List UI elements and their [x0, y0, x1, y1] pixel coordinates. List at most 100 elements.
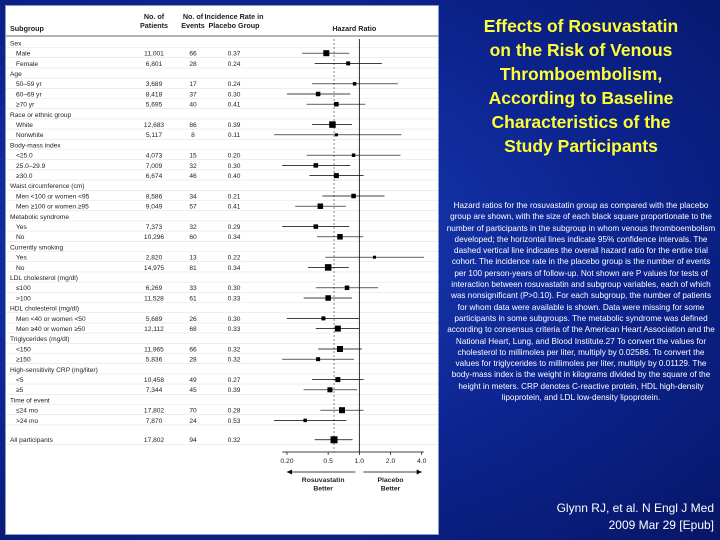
x-tick-label: 2.0: [386, 458, 396, 465]
hr-marker: [321, 316, 326, 321]
header-patients: No. of: [144, 12, 165, 21]
subgroup-label: Yes: [16, 224, 27, 231]
patients-value: 7,373: [146, 224, 163, 231]
subgroup-header: LDL cholesterol (mg/dl): [10, 275, 78, 282]
hr-marker: [346, 61, 351, 66]
patients-value: 7,870: [146, 418, 163, 425]
hr-marker: [327, 387, 333, 393]
header-rate: Incidence Rate in: [204, 12, 263, 21]
rate-value: 0.22: [228, 255, 241, 262]
rate-value: 0.24: [228, 81, 241, 88]
rate-value: 0.34: [228, 234, 241, 241]
hr-marker: [333, 173, 339, 179]
rate-value: 0.40: [228, 173, 241, 180]
rate-value: 0.41: [228, 102, 241, 109]
rate-value: 0.30: [228, 91, 241, 98]
subgroup-label: ≥150: [16, 357, 31, 364]
rate-value: 0.20: [228, 153, 241, 160]
subgroup-label: No: [16, 265, 25, 272]
events-value: 66: [189, 346, 197, 353]
hr-marker: [336, 346, 343, 352]
patients-value: 11,528: [144, 295, 164, 302]
patients-value: 3,689: [146, 81, 163, 88]
subgroup-header: Metabolic syndrome: [10, 214, 69, 221]
subgroup-label: Nonwhite: [16, 132, 44, 139]
patients-value: 10,296: [144, 234, 165, 241]
rate-value: 0.29: [228, 224, 241, 231]
events-value: 81: [189, 265, 197, 272]
patients-value: 12,683: [144, 122, 165, 129]
subgroup-label: Men ≥100 or women ≥95: [16, 204, 89, 211]
patients-value: 8,586: [146, 193, 163, 200]
patients-value: 8,418: [146, 91, 163, 98]
hr-marker: [313, 224, 319, 229]
patients-value: 6,269: [146, 285, 163, 292]
subgroup-label: ≥5: [16, 387, 24, 394]
favor-left-label: Better: [313, 485, 333, 492]
events-value: 17: [189, 81, 197, 88]
subgroup-header: High-sensitivity CRP (mg/liter): [10, 367, 98, 374]
hr-marker: [334, 133, 338, 137]
events-value: 66: [189, 51, 197, 58]
events-value: 60: [189, 234, 197, 241]
patients-value: 11,001: [144, 51, 164, 58]
rate-value: 0.37: [228, 51, 241, 58]
events-value: 8: [191, 132, 195, 139]
patients-value: 6,801: [146, 61, 163, 68]
subgroup-header: Waist circumference (cm): [10, 183, 85, 190]
events-value: 46: [189, 173, 197, 180]
subgroup-label: 60–69 yr: [16, 91, 42, 98]
hr-marker: [335, 377, 341, 383]
subgroup-header: Triglycerides (mg/dl): [10, 336, 69, 343]
rate-value: 0.33: [228, 295, 241, 302]
hr-marker: [344, 285, 350, 291]
subgroup-header: Body-mass index: [10, 142, 61, 149]
header-rate: Placebo Group: [208, 21, 260, 30]
favor-right-label: Better: [381, 485, 401, 492]
events-value: 70: [189, 408, 197, 415]
hr-marker: [325, 295, 331, 301]
patients-value: 10,458: [144, 377, 165, 384]
hr-marker: [352, 82, 357, 86]
hr-marker: [316, 357, 321, 362]
patients-value: 5,695: [146, 102, 163, 109]
patients-value: 9,049: [146, 204, 163, 211]
events-value: 45: [189, 387, 197, 394]
rate-value: 0.32: [228, 346, 241, 353]
subgroup-label: White: [16, 122, 33, 129]
hr-marker: [317, 203, 324, 209]
events-value: 94: [189, 437, 197, 444]
events-value: 68: [189, 326, 197, 333]
hr-marker: [334, 101, 339, 107]
subgroup-header: Time of event: [10, 397, 50, 404]
subgroup-header: Sex: [10, 40, 22, 47]
x-tick-label: 1.0: [355, 458, 365, 465]
subgroup-label: <5: [16, 377, 24, 384]
subgroup-header: HDL cholesterol (mg/dl): [10, 306, 79, 313]
events-value: 15: [189, 153, 197, 160]
hr-marker: [313, 163, 319, 168]
rate-value: 0.32: [228, 437, 241, 444]
hr-marker: [330, 436, 338, 444]
events-value: 32: [189, 163, 197, 170]
patients-value: 11,965: [144, 346, 164, 353]
favor-right-label: Placebo: [377, 477, 403, 484]
patients-value: 6,674: [146, 173, 163, 180]
citation-line-2: 2009 Mar 29 [Epub]: [608, 518, 714, 532]
rate-value: 0.39: [228, 122, 241, 129]
subgroup-label: Female: [16, 61, 38, 68]
patients-value: 2,820: [146, 255, 163, 262]
patients-value: 4,073: [146, 153, 163, 160]
rate-value: 0.28: [228, 408, 241, 415]
rate-value: 0.21: [228, 193, 241, 200]
rate-value: 0.41: [228, 204, 241, 211]
favor-left-label: Rosuvastatin: [302, 477, 345, 484]
x-tick-label: 0.5: [323, 458, 333, 465]
slide-title: Effects of Rosuvastatin on the Risk of V…: [483, 16, 679, 156]
patients-value: 14,975: [144, 265, 165, 272]
citation: Glynn RJ, et al. N Engl J Med 2009 Mar 2…: [488, 500, 714, 534]
subgroup-label: ≤100: [16, 285, 31, 292]
events-value: 57: [189, 204, 197, 211]
rate-value: 0.11: [228, 132, 241, 139]
